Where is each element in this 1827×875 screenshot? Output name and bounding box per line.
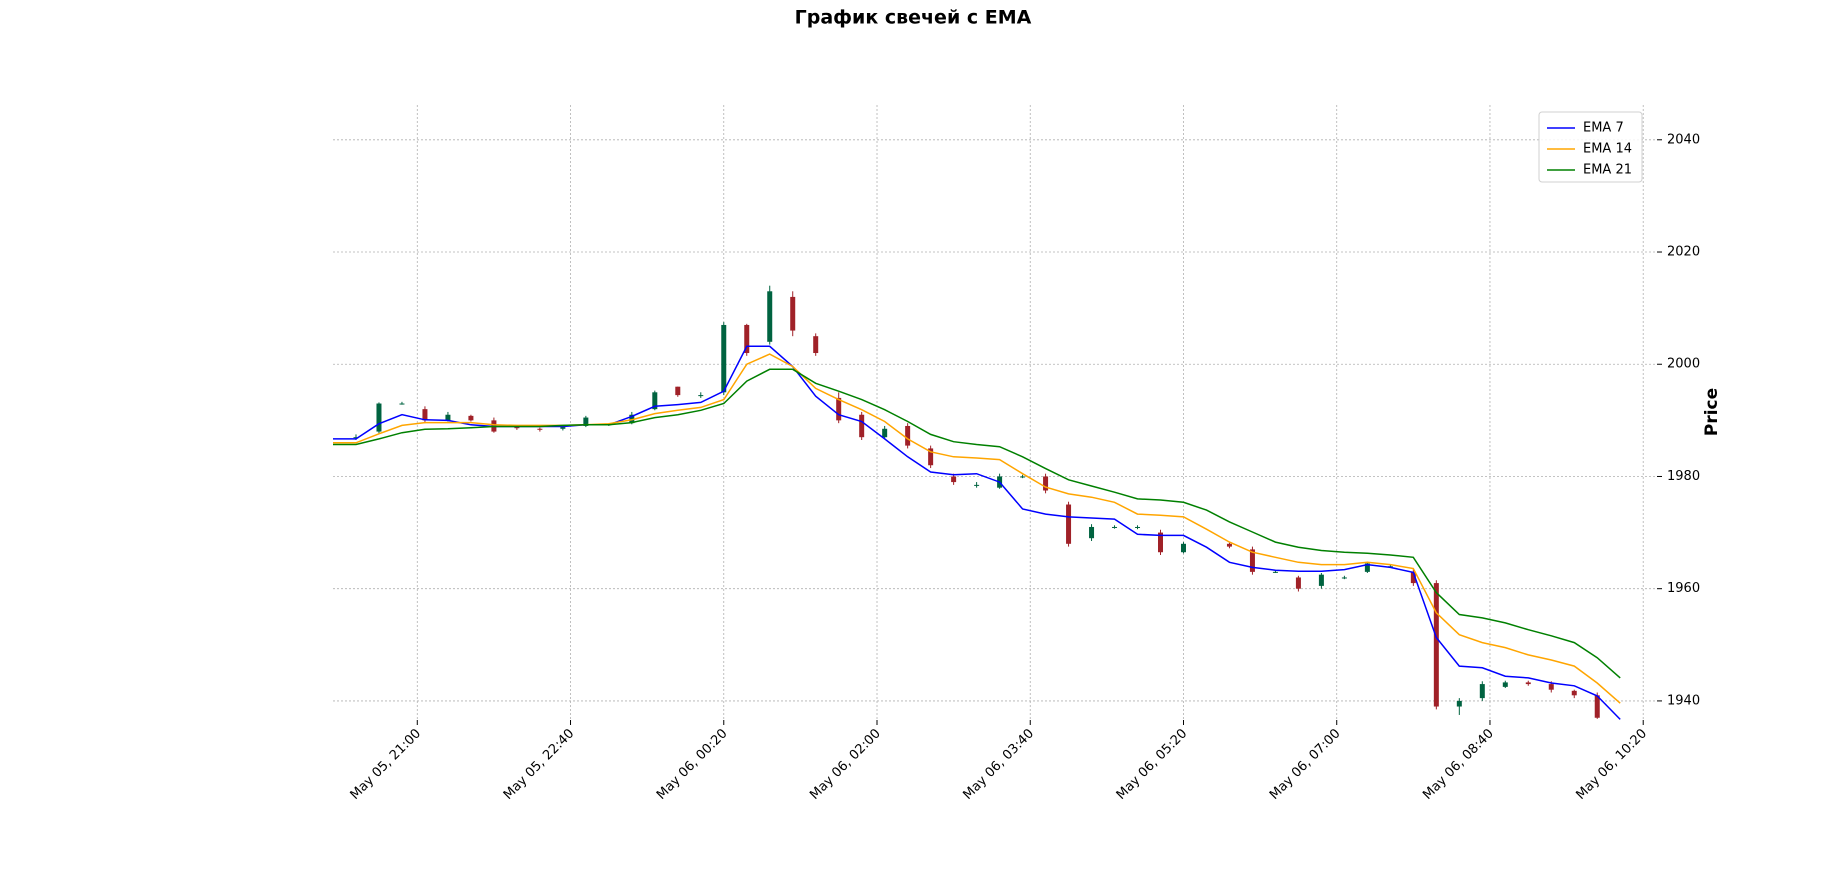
candle-body	[1020, 476, 1026, 478]
grid	[333, 105, 1657, 720]
y-axis-label: Price	[1702, 388, 1722, 436]
candle-body	[1226, 543, 1232, 547]
candle-body	[1180, 543, 1186, 553]
candle-body	[514, 427, 520, 429]
chart-title: График свечей с EMA	[795, 7, 1032, 29]
y-tick-label: 1960	[1667, 581, 1700, 596]
x-tick-label: May 06, 03:40	[961, 726, 1038, 803]
candle-body	[1410, 571, 1416, 584]
y-tick-label: 2040	[1667, 132, 1700, 147]
candle-body	[1341, 577, 1347, 579]
candle-body	[813, 336, 819, 354]
candle-body	[1112, 526, 1118, 528]
candle-body	[951, 476, 957, 483]
candle-body	[560, 427, 566, 429]
candle-body	[1433, 583, 1439, 707]
candle-body	[1135, 526, 1141, 528]
ema-line	[333, 353, 1621, 704]
candle-body	[928, 448, 934, 466]
candle-body	[974, 484, 980, 486]
candle-body	[1479, 684, 1485, 699]
candle-body	[1456, 700, 1462, 707]
candle-body	[1272, 571, 1278, 573]
legend-box	[1538, 111, 1643, 183]
candle-body	[1548, 684, 1554, 690]
x-tick-label: May 06, 10:20	[1573, 726, 1650, 803]
x-tick-label: May 06, 08:40	[1420, 726, 1497, 803]
candle-body	[790, 296, 796, 331]
candle-body	[1525, 682, 1531, 685]
legend: EMA 7 EMA 14 EMA 21	[1538, 111, 1643, 183]
x-tick-label: May 06, 00:20	[654, 726, 731, 803]
ema-line	[333, 345, 1621, 720]
axes: 1940 1960 1980 2000 2020 2040 May 05, 21:00 May…	[348, 132, 1701, 802]
candle-body	[1249, 549, 1255, 572]
candle-body	[537, 428, 543, 430]
candle-body	[744, 324, 750, 354]
candle-body	[675, 386, 681, 396]
legend-label: EMA 7	[1583, 121, 1624, 136]
candle-body	[836, 397, 842, 421]
x-tick-label: May 06, 02:00	[807, 726, 884, 803]
y-tick-label: 1980	[1667, 469, 1700, 484]
x-tick-label: May 05, 22:40	[501, 726, 578, 803]
ema-line	[333, 368, 1621, 679]
candle-body	[629, 414, 635, 424]
candle-body	[652, 392, 658, 410]
candle-body	[1571, 690, 1577, 696]
candle-body	[1158, 532, 1163, 553]
candle-body	[1066, 504, 1072, 544]
legend-label: EMA 14	[1583, 142, 1632, 157]
candle-body	[445, 414, 451, 421]
candle-body	[399, 403, 405, 405]
candle-body	[698, 395, 704, 397]
candle-body	[1364, 563, 1370, 572]
x-tick-label: May 06, 07:00	[1267, 726, 1344, 803]
candle-body	[1089, 526, 1095, 539]
y-tick-label: 1940	[1667, 693, 1700, 708]
candle-body	[1043, 476, 1049, 491]
candle-body	[721, 324, 727, 393]
candle-body	[1594, 695, 1600, 718]
candle-body	[422, 409, 428, 421]
candle-body	[905, 425, 911, 446]
candle-body	[376, 403, 382, 432]
candle-body	[583, 417, 589, 426]
candle-body	[353, 437, 359, 439]
candle-body	[882, 428, 888, 438]
candle-body	[1502, 682, 1508, 687]
x-tick-label: May 06, 05:20	[1114, 726, 1191, 803]
candle-body	[468, 415, 474, 421]
candle-body	[1295, 577, 1301, 589]
candle-body	[767, 291, 773, 342]
plot-area	[333, 285, 1621, 720]
y-tick-label: 2000	[1667, 357, 1700, 372]
candle-body	[859, 414, 865, 438]
x-tick-label: May 05, 21:00	[348, 726, 425, 803]
y-tick-label: 2020	[1667, 245, 1700, 260]
legend-label: EMA 21	[1583, 163, 1632, 178]
candle-body	[1318, 574, 1324, 586]
